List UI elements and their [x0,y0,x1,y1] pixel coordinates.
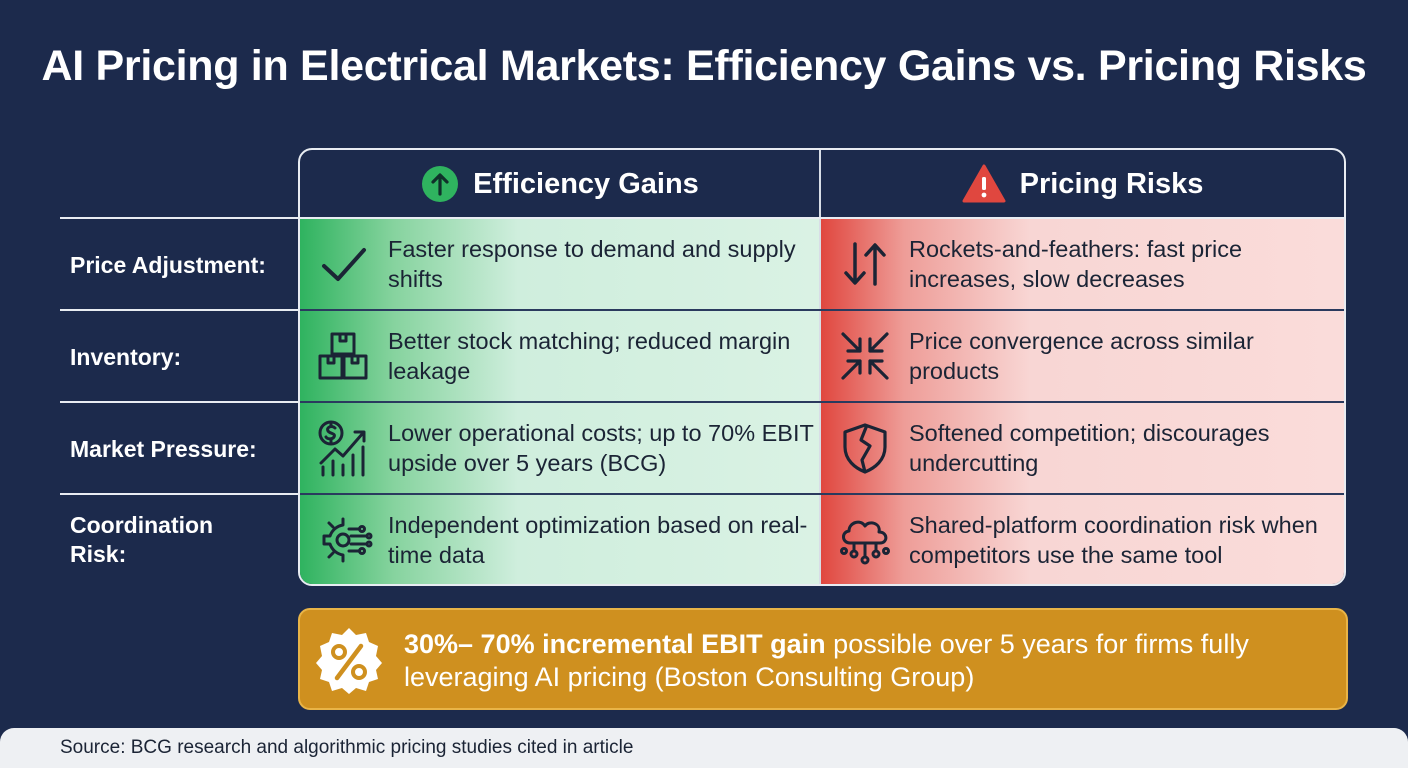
header-divider [300,217,1344,219]
row-divider [60,217,300,219]
gain-cell-coordination-risk: Independent optimization based on real-t… [314,494,814,584]
source-text: Source: BCG research and algorithmic pri… [60,737,634,758]
row-label-market-pressure: Market Pressure: [70,436,257,462]
gain-text: Better stock matching; reduced margin le… [388,328,791,384]
broken-shield-icon [843,423,887,474]
risk-cell-inventory: Price convergence across similar product… [835,310,1340,402]
row-divider [60,493,300,495]
percent-badge-icon [316,628,382,694]
gain-cell-market-pressure: Lower operational costs; up to 70% EBIT … [314,402,814,494]
gain-text: Lower operational costs; up to 70% EBIT … [388,420,814,476]
risk-text: Softened competition; discourages underc… [909,420,1270,476]
row-divider [60,401,300,403]
risk-text: Price convergence across similar product… [909,328,1254,384]
gear-circuit-icon [322,517,373,563]
risk-cell-market-pressure: Softened competition; discourages underc… [835,402,1340,494]
gain-cell-inventory: Better stock matching; reduced margin le… [314,310,814,402]
page-title: AI Pricing in Electrical Markets: Effici… [41,42,1367,90]
gain-text: Faster response to demand and supply shi… [388,236,796,292]
risk-text: Rockets-and-feathers: fast price increas… [909,236,1243,292]
source-footer: Source: BCG research and algorithmic pri… [0,728,1408,768]
checkmark-icon [322,248,366,281]
arrow-up-circle-icon [422,166,459,202]
up-down-arrows-icon [844,242,886,286]
column-header-label: Pricing Risks [1019,167,1204,200]
banner-rest-text: possible over 5 years for firms fully le… [404,629,1249,692]
row-label-coordination-risk: Coordination Risk: [70,512,214,567]
column-divider [819,150,821,584]
boxes-icon [318,332,368,380]
dollar-growth-chart-icon [318,420,366,477]
column-header-pricing-risks: Pricing Risks [821,150,1344,218]
cloud-network-icon [840,520,890,565]
gain-text: Independent optimization based on real-t… [388,512,808,568]
row-divider [300,309,1344,311]
risk-cell-price-adjustment: Rockets-and-feathers: fast price increas… [835,218,1340,310]
comparison-table: Efficiency Gains Pricing Risks Faster re… [298,148,1346,586]
column-header-efficiency-gains: Efficiency Gains [300,150,820,218]
risk-text: Shared-platform coordination risk when c… [909,512,1318,568]
row-label-price-adjustment: Price Adjustment: [70,252,266,278]
banner-bold-text: 30%– 70% incremental EBIT gain [404,629,826,659]
row-divider [60,309,300,311]
gain-cell-price-adjustment: Faster response to demand and supply shi… [314,218,814,310]
column-header-label: Efficiency Gains [473,167,699,200]
banner-text: 30%– 70% incremental EBIT gain possible … [404,628,1304,694]
warning-triangle-icon [962,164,1006,203]
row-divider [300,401,1344,403]
row-divider [300,493,1344,495]
risk-cell-coordination-risk: Shared-platform coordination risk when c… [835,494,1340,584]
row-label-inventory: Inventory: [70,344,182,370]
ebit-gain-banner: 30%– 70% incremental EBIT gain possible … [298,608,1348,710]
converging-arrows-icon [841,332,889,380]
